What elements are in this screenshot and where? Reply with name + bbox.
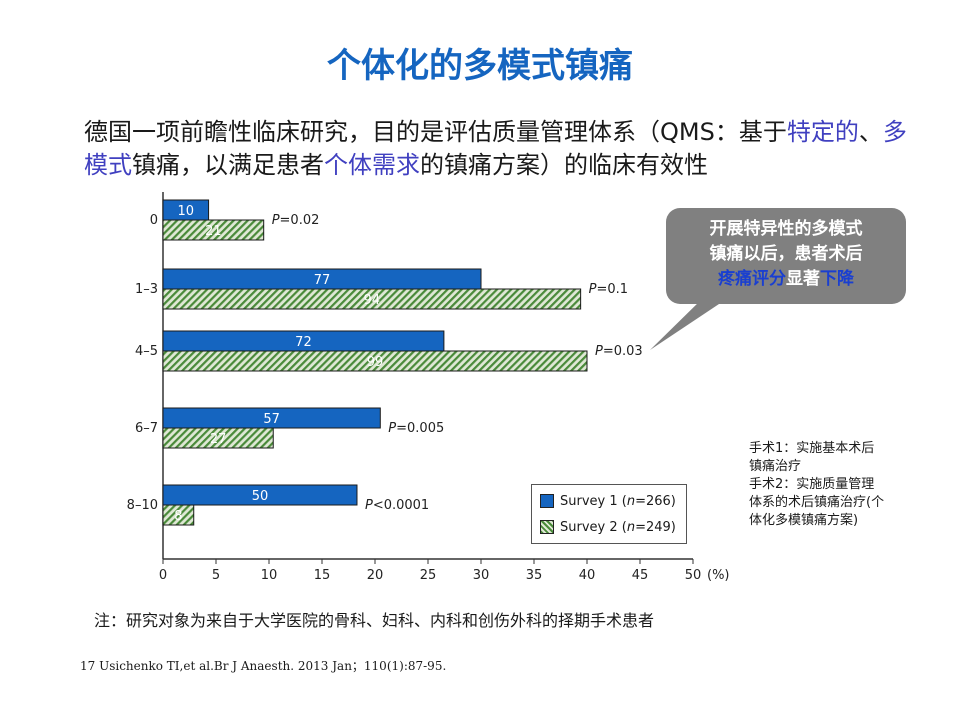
callout-line-3: 疼痛评分显著下降 xyxy=(666,267,906,292)
p-value-label: P=0.1 xyxy=(589,282,628,297)
bar-data-label: 94 xyxy=(364,293,381,308)
callout-text-significant: 显著 xyxy=(786,269,820,289)
bar-survey-2 xyxy=(162,288,582,310)
x-tick-label: 20 xyxy=(367,568,384,583)
bar-survey-2 xyxy=(162,350,588,372)
x-tick-label: 15 xyxy=(314,568,331,583)
x-tick-label: 50 xyxy=(685,568,702,583)
callout-line-2: 镇痛以后，患者术后 xyxy=(709,244,863,264)
intro-part-2: 、 xyxy=(858,118,883,146)
bar-data-label: 21 xyxy=(205,224,222,239)
intro-highlight-3: 个体需求 xyxy=(324,151,420,179)
bar-data-label: 57 xyxy=(263,412,280,427)
bar-survey-1 xyxy=(162,484,358,506)
y-category-label: 6–7 xyxy=(135,421,158,436)
note-line-1: 手术1：实施基本术后 xyxy=(749,441,875,456)
callout-highlight-pain: 疼痛评分 xyxy=(718,269,786,289)
bar-data-label: 77 xyxy=(314,273,331,288)
slide-title: 个体化的多模式镇痛 xyxy=(327,46,633,86)
intro-highlight-1: 特定的 xyxy=(786,118,859,146)
legend-label-survey-2: Survey 2 (n=249) xyxy=(560,519,676,535)
p-value-label: P=0.03 xyxy=(595,344,643,359)
intro-text: 德国一项前瞻性临床研究，目的是评估质量管理体系（QMS：基于特定的、多模式镇痛，… xyxy=(84,116,914,182)
legend-swatch-survey-1 xyxy=(540,494,554,508)
chart-legend: Survey 1 (n=266) Survey 2 (n=249) xyxy=(531,484,687,544)
bar-survey-2 xyxy=(162,504,195,526)
note-line-5: 体化多模镇痛方案) xyxy=(749,513,859,528)
y-category-label: 0 xyxy=(150,213,158,228)
note-line-2: 镇痛治疗 xyxy=(749,459,802,474)
y-category-label: 4–5 xyxy=(135,344,158,359)
bar-survey-2 xyxy=(162,219,265,241)
bar-data-label: 8 xyxy=(174,509,182,524)
x-axis-unit: (%) xyxy=(707,568,730,583)
y-category-label: 8–10 xyxy=(127,498,158,513)
intro-part-1: 德国一项前瞻性临床研究，目的是评估质量管理体系（QMS：基于 xyxy=(84,118,787,146)
x-tick-label: 30 xyxy=(473,568,490,583)
y-category-label: 1–3 xyxy=(135,282,158,297)
legend-swatch-survey-2 xyxy=(540,520,554,534)
callout-line-1: 开展特异性的多模式 xyxy=(709,219,863,239)
bar-data-label: 27 xyxy=(210,432,227,447)
callout-highlight-decrease: 下降 xyxy=(820,269,854,289)
x-tick-label: 10 xyxy=(261,568,278,583)
note-line-3: 手术2：实施质量管理 xyxy=(749,477,875,492)
bar-data-label: 99 xyxy=(367,355,384,370)
x-tick-label: 45 xyxy=(632,568,649,583)
footnote: 注：研究对象为来自于大学医院的骨科、妇科、内科和创伤外科的择期手术患者 xyxy=(94,611,655,630)
note-line-4: 体系的术后镇痛治疗(个 xyxy=(749,495,885,510)
intro-highlight-2: 多模式 xyxy=(84,118,907,179)
legend-item-survey-2: Survey 2 (n=249) xyxy=(540,519,676,535)
legend-item-survey-1: Survey 1 (n=266) xyxy=(540,493,676,509)
bar-data-label: 10 xyxy=(178,204,195,219)
intro-part-4: 的镇痛方案）的临床有效性 xyxy=(420,151,708,179)
p-value-label: P<0.0001 xyxy=(365,498,429,513)
x-tick-label: 35 xyxy=(526,568,543,583)
intro-part-3: 镇痛，以满足患者 xyxy=(132,151,324,179)
bar-data-label: 50 xyxy=(252,489,269,504)
p-value-label: P=0.005 xyxy=(388,421,444,436)
surgery-note: 手术1：实施基本术后 镇痛治疗 手术2：实施质量管理 体系的术后镇痛治疗(个 体… xyxy=(749,440,929,530)
p-value-label: P=0.02 xyxy=(272,213,320,228)
reference-citation: 17 Usichenko TI,et al.Br J Anaesth. 2013… xyxy=(80,659,447,673)
callout-tail xyxy=(650,298,728,350)
x-tick-label: 5 xyxy=(212,568,220,583)
x-tick-label: 40 xyxy=(579,568,596,583)
callout-bubble: 开展特异性的多模式 镇痛以后，患者术后 疼痛评分显著下降 xyxy=(666,208,906,304)
x-tick-label: 0 xyxy=(159,568,167,583)
x-tick-label: 25 xyxy=(420,568,437,583)
bar-survey-2 xyxy=(162,427,274,449)
legend-label-survey-1: Survey 1 (n=266) xyxy=(560,493,676,509)
bar-data-label: 72 xyxy=(295,335,312,350)
